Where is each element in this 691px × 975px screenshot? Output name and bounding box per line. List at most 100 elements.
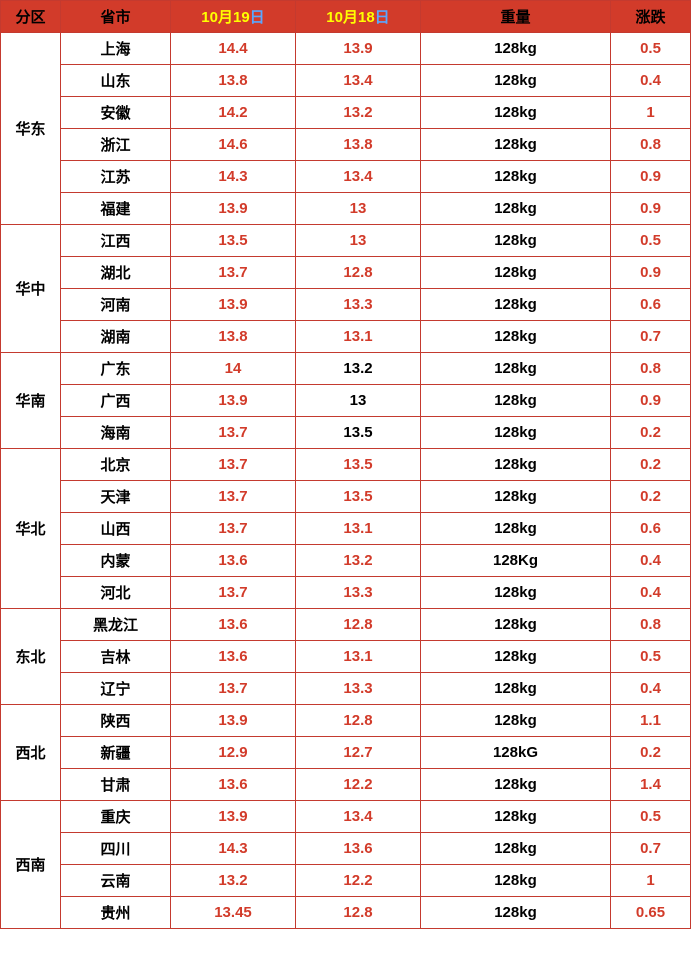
change-cell: 0.8 [611,353,691,385]
weight-cell: 128kg [421,225,611,257]
date1-cell: 14.2 [171,97,296,129]
province-cell: 重庆 [61,801,171,833]
weight-cell: 128kg [421,609,611,641]
weight-cell: 128kg [421,257,611,289]
province-cell: 广西 [61,385,171,417]
date1-cell: 13.9 [171,193,296,225]
table-row: 云南13.212.2128kg1 [1,865,691,897]
table-header: 分区 省市 10月19日 10月18日 重量 涨跌 [1,1,691,33]
header-province: 省市 [61,1,171,33]
table-body: 华东上海14.413.9128kg0.5山东13.813.4128kg0.4安徽… [1,33,691,929]
region-cell: 西南 [1,801,61,929]
weight-cell: 128Kg [421,545,611,577]
weight-cell: 128kg [421,417,611,449]
date1-cell: 13.9 [171,385,296,417]
table-row: 广西13.913128kg0.9 [1,385,691,417]
table-row: 福建13.913128kg0.9 [1,193,691,225]
weight-cell: 128kg [421,833,611,865]
date1-cell: 12.9 [171,737,296,769]
weight-cell: 128kg [421,673,611,705]
date2-cell: 12.8 [296,897,421,929]
date1-cell: 14.3 [171,833,296,865]
province-cell: 内蒙 [61,545,171,577]
date1-cell: 14 [171,353,296,385]
date1-cell: 13.6 [171,769,296,801]
table-row: 贵州13.4512.8128kg0.65 [1,897,691,929]
weight-cell: 128kg [421,33,611,65]
region-cell: 西北 [1,705,61,801]
weight-cell: 128kg [421,353,611,385]
change-cell: 1.4 [611,769,691,801]
change-cell: 1 [611,865,691,897]
date2-cell: 13.2 [296,97,421,129]
header-weight: 重量 [421,1,611,33]
date2-cell: 13.5 [296,481,421,513]
weight-cell: 128kg [421,641,611,673]
weight-cell: 128kg [421,897,611,929]
province-cell: 甘肃 [61,769,171,801]
header-date1-prefix: 10月19 [201,9,249,26]
table-row: 河南13.913.3128kg0.6 [1,289,691,321]
province-cell: 广东 [61,353,171,385]
province-cell: 北京 [61,449,171,481]
weight-cell: 128kg [421,801,611,833]
province-cell: 湖南 [61,321,171,353]
table-row: 浙江14.613.8128kg0.8 [1,129,691,161]
date1-cell: 13.7 [171,577,296,609]
weight-cell: 128kg [421,385,611,417]
province-cell: 福建 [61,193,171,225]
header-date2-prefix: 10月18 [326,9,374,26]
change-cell: 0.2 [611,481,691,513]
province-cell: 贵州 [61,897,171,929]
date2-cell: 12.2 [296,769,421,801]
table-row: 华北北京13.713.5128kg0.2 [1,449,691,481]
change-cell: 1.1 [611,705,691,737]
date1-cell: 13.7 [171,513,296,545]
change-cell: 0.8 [611,129,691,161]
weight-cell: 128kg [421,321,611,353]
date1-cell: 13.7 [171,673,296,705]
change-cell: 0.9 [611,257,691,289]
date2-cell: 13.4 [296,65,421,97]
table-row: 湖南13.813.1128kg0.7 [1,321,691,353]
date1-cell: 13.6 [171,641,296,673]
table-row: 吉林13.613.1128kg0.5 [1,641,691,673]
table-row: 华中江西13.513128kg0.5 [1,225,691,257]
change-cell: 0.4 [611,577,691,609]
weight-cell: 128kg [421,481,611,513]
date1-cell: 13.7 [171,449,296,481]
change-cell: 0.5 [611,801,691,833]
date2-cell: 13.1 [296,641,421,673]
date1-cell: 14.6 [171,129,296,161]
province-cell: 浙江 [61,129,171,161]
price-table: 分区 省市 10月19日 10月18日 重量 涨跌 华东上海14.413.912… [0,0,691,929]
change-cell: 0.5 [611,225,691,257]
province-cell: 河北 [61,577,171,609]
date2-cell: 13.3 [296,673,421,705]
table-row: 山西13.713.1128kg0.6 [1,513,691,545]
weight-cell: 128kg [421,865,611,897]
weight-cell: 128kg [421,193,611,225]
date2-cell: 13.2 [296,353,421,385]
province-cell: 黑龙江 [61,609,171,641]
province-cell: 江苏 [61,161,171,193]
table-row: 西北陕西13.912.8128kg1.1 [1,705,691,737]
table-row: 河北13.713.3128kg0.4 [1,577,691,609]
date2-cell: 13.2 [296,545,421,577]
date1-cell: 13.9 [171,705,296,737]
table-row: 东北黑龙江13.612.8128kg0.8 [1,609,691,641]
change-cell: 1 [611,97,691,129]
weight-cell: 128kg [421,705,611,737]
date2-cell: 13.5 [296,449,421,481]
date2-cell: 13.1 [296,321,421,353]
header-date1: 10月19日 [171,1,296,33]
table-row: 江苏14.313.4128kg0.9 [1,161,691,193]
change-cell: 0.5 [611,33,691,65]
weight-cell: 128kg [421,65,611,97]
province-cell: 上海 [61,33,171,65]
header-change: 涨跌 [611,1,691,33]
date2-cell: 13 [296,193,421,225]
table-row: 内蒙13.613.2128Kg0.4 [1,545,691,577]
date2-cell: 13.9 [296,33,421,65]
table-row: 甘肃13.612.2128kg1.4 [1,769,691,801]
